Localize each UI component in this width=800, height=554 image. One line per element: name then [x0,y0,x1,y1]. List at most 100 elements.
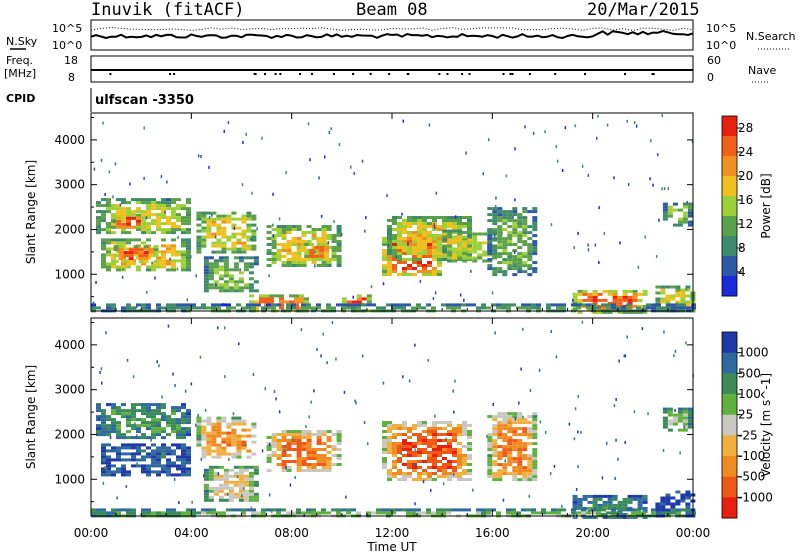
data-cell [502,237,508,241]
data-cell [442,466,447,469]
data-cell [467,478,472,481]
data-cell [246,223,252,227]
data-cell [507,210,513,214]
data-cell [238,271,244,275]
data-cell [111,511,116,515]
data-cell [111,231,116,235]
data-cell [306,451,312,454]
data-cell [103,459,105,463]
data-cell [527,460,533,464]
data-cell [221,452,227,456]
data-cell [497,267,503,271]
data-cell [502,451,508,455]
data-cell [151,403,156,407]
data-cell [121,228,126,232]
data-cell [511,511,516,515]
data-cell [151,409,156,413]
data-cell [248,483,254,487]
data-cell [606,303,611,307]
data-cell [512,439,518,443]
data-cell [248,489,254,493]
data-cell [517,457,523,461]
data-cell [233,492,239,496]
data-cell [296,261,302,264]
colorbar-swatch [722,236,737,257]
data-cell [238,289,244,293]
data-cell [101,473,106,477]
data-cell [113,245,119,249]
data-cell [447,442,452,445]
data-cell [166,415,171,419]
data-cell [417,454,422,457]
data-cell [677,410,683,414]
data-cell [428,123,431,127]
data-cell [351,303,356,307]
data-cell [511,303,516,307]
data-cell [301,463,307,466]
data-cell [104,192,106,196]
data-cell [646,303,651,307]
data-cell [116,458,121,462]
data-cell [151,262,156,266]
data-cell [517,445,523,449]
data-cell [166,306,171,310]
data-cell [392,270,397,273]
data-cell [176,433,181,437]
data-cell [522,222,528,226]
data-cell [146,446,151,450]
nave-point [511,73,514,75]
data-cell [166,207,171,211]
data-cell [208,477,214,481]
data-cell [622,503,628,507]
data-cell [532,472,538,476]
data-cell [201,211,207,215]
data-cell [271,509,273,513]
data-cell [109,436,112,440]
data-cell [313,389,315,393]
data-cell [171,250,176,254]
data-cell [612,295,618,299]
data-cell [310,400,312,404]
data-cell [602,298,608,302]
data-cell [111,204,116,208]
data-cell [106,262,111,266]
data-cell [397,457,402,460]
data-cell [532,430,538,434]
data-cell [271,442,277,445]
data-cell [251,244,257,248]
data-cell [492,445,498,449]
data-cell [241,446,247,450]
data-cell [662,419,668,423]
data-cell [336,442,342,445]
data-cell [279,306,284,310]
data-cell [243,268,249,272]
data-cell [512,255,518,259]
data-cell [236,416,242,420]
data-cell [166,247,171,251]
data-cell [568,422,571,426]
nsearch-tick-top: 10^5 [706,22,736,35]
data-cell [281,246,287,249]
data-cell [217,472,220,476]
data-cell [682,410,688,414]
data-cell [216,238,222,242]
data-cell [522,478,528,482]
data-cell [281,445,287,448]
data-cell [495,196,497,200]
data-cell [502,433,508,437]
data-cell [164,210,166,214]
data-cell [121,443,126,447]
data-cell [228,498,234,502]
data-cell [462,231,467,234]
data-cell [186,449,191,453]
data-cell [527,433,533,437]
data-cell [101,511,106,515]
data-cell [507,418,513,422]
data-cell [430,488,432,492]
data-cell [601,508,606,512]
data-cell [166,268,171,272]
data-cell [146,265,151,269]
data-cell [341,303,346,307]
data-cell [387,469,392,472]
